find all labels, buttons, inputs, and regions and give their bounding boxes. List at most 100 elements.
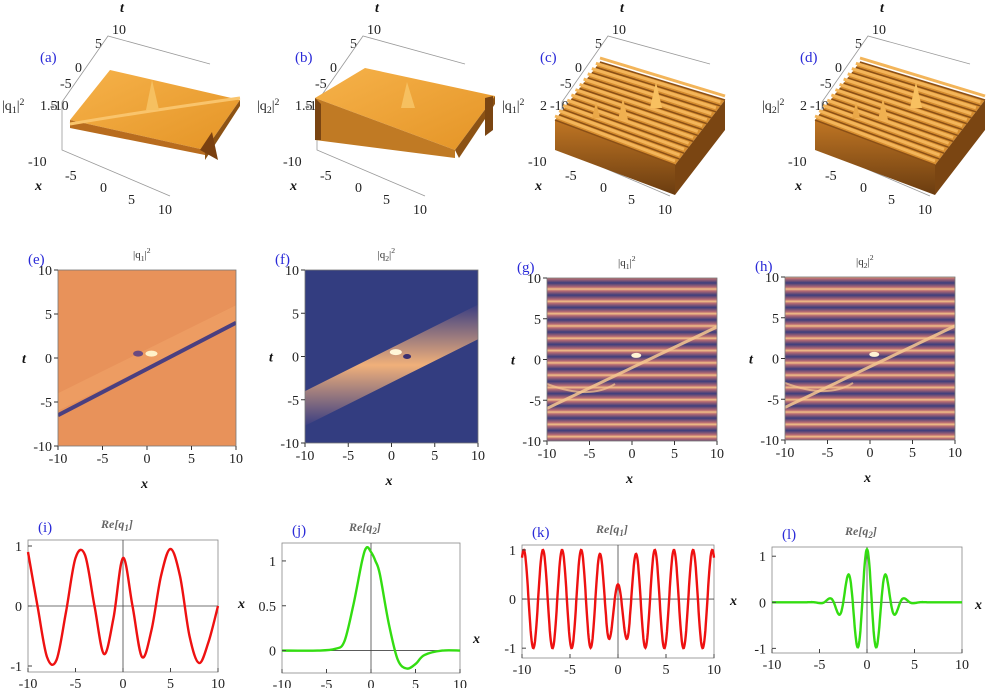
surface-ridge — [818, 109, 941, 157]
line-chart-x-tick: 5 — [911, 658, 918, 673]
line-chart-series — [772, 547, 962, 649]
line-chart-x-tick: 10 — [707, 663, 721, 678]
surface-trough — [587, 77, 712, 119]
surface-z-label: |q2|2 — [257, 97, 280, 116]
surface-x-tick: 5 — [628, 193, 635, 208]
line-chart-x-tick: -10 — [19, 677, 38, 688]
density-x-label: x — [625, 472, 633, 487]
line-chart-x-tick: -10 — [763, 658, 782, 673]
surface-soliton-ridge — [69, 96, 241, 126]
surface-trough — [583, 82, 708, 125]
line-chart-y-tick: -1 — [754, 642, 766, 657]
line-chart-j: (j) Re[q2] -10 -5 0 5 10 1 0.5 0 x — [259, 520, 481, 688]
surface-peak — [592, 102, 600, 118]
panel-label: (g) — [517, 260, 535, 276]
surface-t-tick: 0 — [575, 61, 582, 76]
surface-z-tick: 2 — [800, 99, 807, 114]
surface-t-tick: 0 — [330, 61, 337, 76]
surface-t-tick: 10 — [612, 23, 626, 38]
density-x-tick: 10 — [948, 446, 962, 461]
surface-peak — [618, 98, 628, 120]
density-x-label: x — [863, 471, 871, 486]
line-chart-y-tick: 0.5 — [259, 600, 277, 615]
surface-t-tick: 0 — [835, 61, 842, 76]
surface-t-tick: 10 — [112, 23, 126, 38]
density-y-tick: 5 — [534, 313, 541, 328]
surface-ridge — [830, 93, 954, 139]
density-trace — [547, 325, 717, 410]
surface-trough — [575, 92, 698, 137]
surface-t-label: t — [880, 1, 885, 16]
panel-label: (d) — [800, 50, 818, 66]
line-chart-x-tick: 0 — [120, 677, 127, 688]
panel-label: (k) — [532, 525, 550, 541]
surface-trough — [567, 103, 689, 148]
surface-x-tick: 0 — [860, 181, 867, 196]
density-x-tick: -10 — [296, 449, 315, 464]
density-panel-h: (h) |q2|2 -10-10 -5 -5 0 0 5 5 10 10 x t — [749, 253, 962, 486]
line-chart-x-tick: 5 — [412, 678, 419, 688]
surface-trough — [562, 108, 685, 154]
density-x-tick: -10 — [776, 446, 795, 461]
surface-trough — [814, 119, 936, 166]
surface-trough — [839, 87, 963, 131]
density-stripes — [547, 278, 717, 441]
density-x-tick: 0 — [629, 447, 636, 462]
panel-label: (a) — [40, 50, 57, 66]
density-x-tick: 5 — [431, 449, 438, 464]
surface-x-label: x — [289, 179, 297, 194]
density-x-tick: 5 — [188, 452, 195, 467]
line-chart-y-tick: 1 — [15, 540, 22, 555]
surface-peak — [146, 80, 159, 110]
surface-ridge — [579, 82, 703, 127]
density-title: |q1|2 — [618, 254, 636, 271]
density-y-tick: -5 — [767, 393, 779, 408]
surface-x-tick: -10 — [283, 155, 302, 170]
density-x-tick: -5 — [822, 446, 834, 461]
surface-trough — [847, 77, 972, 119]
density-peak — [145, 350, 158, 357]
surface-trough — [859, 61, 986, 101]
density-y-tick: -10 — [522, 435, 541, 450]
surface-ridge — [822, 104, 945, 151]
line-chart-x-tick: 0 — [615, 663, 622, 678]
surface-z-label: |q1|2 — [2, 97, 25, 116]
surface-peak — [401, 82, 415, 108]
surface-trough — [843, 82, 968, 125]
surface-ridge — [859, 56, 986, 98]
density-trace — [547, 383, 616, 393]
density-dip — [133, 350, 144, 357]
surface-x-tick: 10 — [158, 203, 172, 218]
surface-trough — [571, 98, 694, 143]
surface-trough — [818, 114, 940, 160]
surface-trough — [835, 92, 958, 137]
density-x-tick: 10 — [229, 452, 243, 467]
line-chart-x-label: x — [729, 594, 737, 609]
density-y-tick: 0 — [45, 352, 52, 367]
line-chart-x-tick: 0 — [864, 658, 871, 673]
panel-label: (f) — [275, 252, 290, 268]
density-peak — [389, 349, 402, 356]
surface-x-label: x — [534, 179, 542, 194]
density-y-tick: 0 — [534, 354, 541, 369]
surface-side-wall — [675, 100, 725, 195]
surface-ridge — [554, 114, 676, 163]
surface-x-tick: -10 — [28, 155, 47, 170]
density-x-tick: -5 — [97, 452, 109, 467]
surface-box — [61, 35, 211, 197]
line-chart-title: Re[q2] — [844, 524, 877, 540]
line-chart-x-tick: 10 — [211, 677, 225, 688]
line-chart-y-tick: 1 — [269, 555, 276, 570]
surface-trough — [558, 114, 680, 160]
density-x-tick: 10 — [710, 447, 724, 462]
density-y-label: t — [511, 354, 516, 369]
line-chart-x-tick: -5 — [564, 663, 576, 678]
density-dip — [403, 354, 412, 359]
density-y-tick: -10 — [760, 434, 779, 449]
surface-trough — [599, 61, 726, 101]
density-y-tick: 0 — [292, 351, 299, 366]
line-chart-x-tick: -5 — [814, 658, 826, 673]
